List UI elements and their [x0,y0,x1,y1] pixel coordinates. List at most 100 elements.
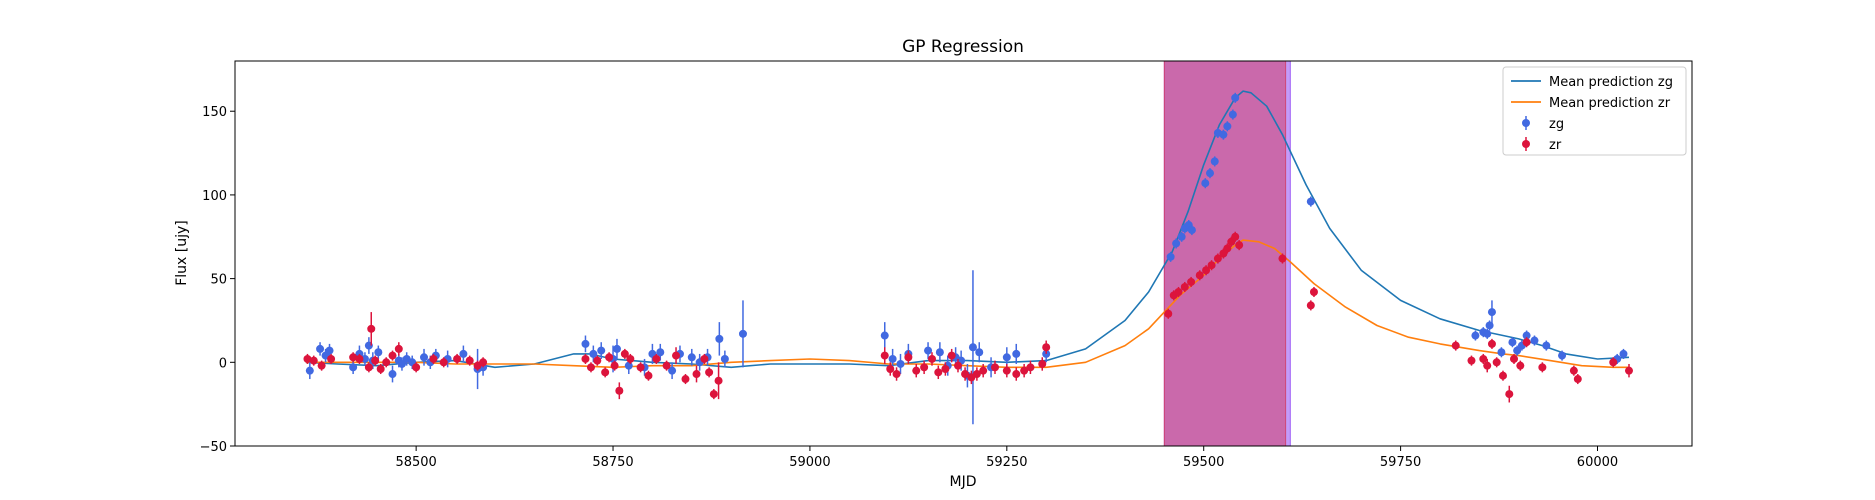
data-point-zg [1166,252,1175,261]
data-point-zg [325,346,334,355]
data-point-zr [1569,366,1578,375]
data-point-zg [1542,341,1551,350]
data-point-zr [1207,261,1216,270]
data-point-zr [309,356,318,365]
data-point-zg [1219,130,1228,139]
data-point-zr [672,351,681,360]
data-point-zr [465,356,474,365]
data-point-zg [656,348,665,357]
data-point-zr [1042,343,1051,352]
data-point-zg [1513,346,1522,355]
data-point-zr [303,354,312,363]
data-point-zr [1609,358,1618,367]
data-point-zg [1619,349,1628,358]
data-point-zr [605,353,614,362]
data-point-zr [700,354,709,363]
data-point-zr [1573,375,1582,384]
data-point-zr [1624,366,1633,375]
data-point-zr [615,386,624,395]
data-point-zr [709,390,718,399]
data-point-zr [1522,338,1531,347]
data-point-zg [1223,122,1232,131]
data-point-zr [394,344,403,353]
data-point-zr [586,363,595,372]
data-point-zg [316,344,325,353]
data-point-zr [364,363,373,372]
data-point-zg [360,354,369,363]
data-point-zg [1497,348,1506,357]
data-point-zr [620,349,629,358]
data-point-zr [1231,232,1240,241]
legend-marker-3 [1522,140,1530,148]
legend-label-3: zr [1549,138,1562,153]
prediction-line-zr [305,239,1629,369]
data-point-zr [355,354,364,363]
data-point-zr [429,354,438,363]
prediction-lines [305,90,1630,369]
x-tick-label: 60000 [1577,455,1618,470]
data-point-zg [612,344,621,353]
data-point-zr [880,351,889,360]
data-point-zg [1483,329,1492,338]
data-point-zr [1538,363,1547,372]
data-point-zr [953,361,962,370]
data-point-zr [636,363,645,372]
data-point-zg [1522,331,1531,340]
data-point-zr [1195,271,1204,280]
data-point-zr [453,354,462,363]
data-point-zr [692,370,701,379]
data-point-zg [305,366,314,375]
data-point-zg [1508,338,1517,347]
data-point-zg [880,331,889,340]
data-point-zr [376,365,385,373]
data-point-zr [892,370,901,379]
data-point-zr [1451,341,1460,350]
data-point-zg [720,354,729,363]
y-axis-ticks: −50 0 50 100 150 [200,105,235,455]
data-point-zr [912,366,921,375]
data-point-zg [1187,226,1196,235]
x-tick-label: 59000 [789,455,830,470]
data-point-zg [888,354,897,363]
legend-label-2: zg [1549,117,1564,132]
data-point-zr [1213,254,1222,263]
data-point-zg [1012,349,1021,358]
data-point-zg [388,370,397,379]
data-point-zr [382,358,391,367]
data-point-zr [947,351,956,360]
data-point-zg [1172,239,1181,248]
data-point-zg [1558,351,1567,360]
data-point-zg [738,329,747,338]
legend-box [1502,66,1687,156]
data-point-zr [927,354,936,363]
observation-points [303,92,1633,425]
data-point-zr [1202,266,1211,275]
data-point-zr [714,376,723,385]
x-axis-label: MJD [950,474,977,490]
data-point-zr [1487,339,1496,348]
data-point-zg [1471,331,1480,340]
data-point-zg [1206,169,1215,178]
data-point-zr [1483,361,1492,370]
legend: Mean prediction zg Mean prediction zr zg zr [1502,66,1687,156]
data-point-zr [1278,254,1287,263]
data-point-zr [1164,309,1173,318]
data-point-zr [349,353,358,362]
data-point-zr [1174,288,1183,296]
data-point-zg [374,348,383,357]
data-point-zg [975,348,984,357]
data-point-zr [317,361,326,370]
data-point-zr [886,365,895,373]
y-tick-label: 50 [210,273,227,288]
y-tick-label: 100 [202,189,227,204]
data-point-zr [412,363,421,372]
data-point-zg [687,353,696,362]
x-tick-label: 58500 [395,455,436,470]
y-tick-label: −50 [200,440,227,455]
data-point-zr [652,354,661,363]
x-axis-ticks: 58500 58750 59000 59250 59500 59750 60000 [395,446,1618,470]
data-point-zg [1530,336,1539,345]
data-point-zr [904,353,913,362]
